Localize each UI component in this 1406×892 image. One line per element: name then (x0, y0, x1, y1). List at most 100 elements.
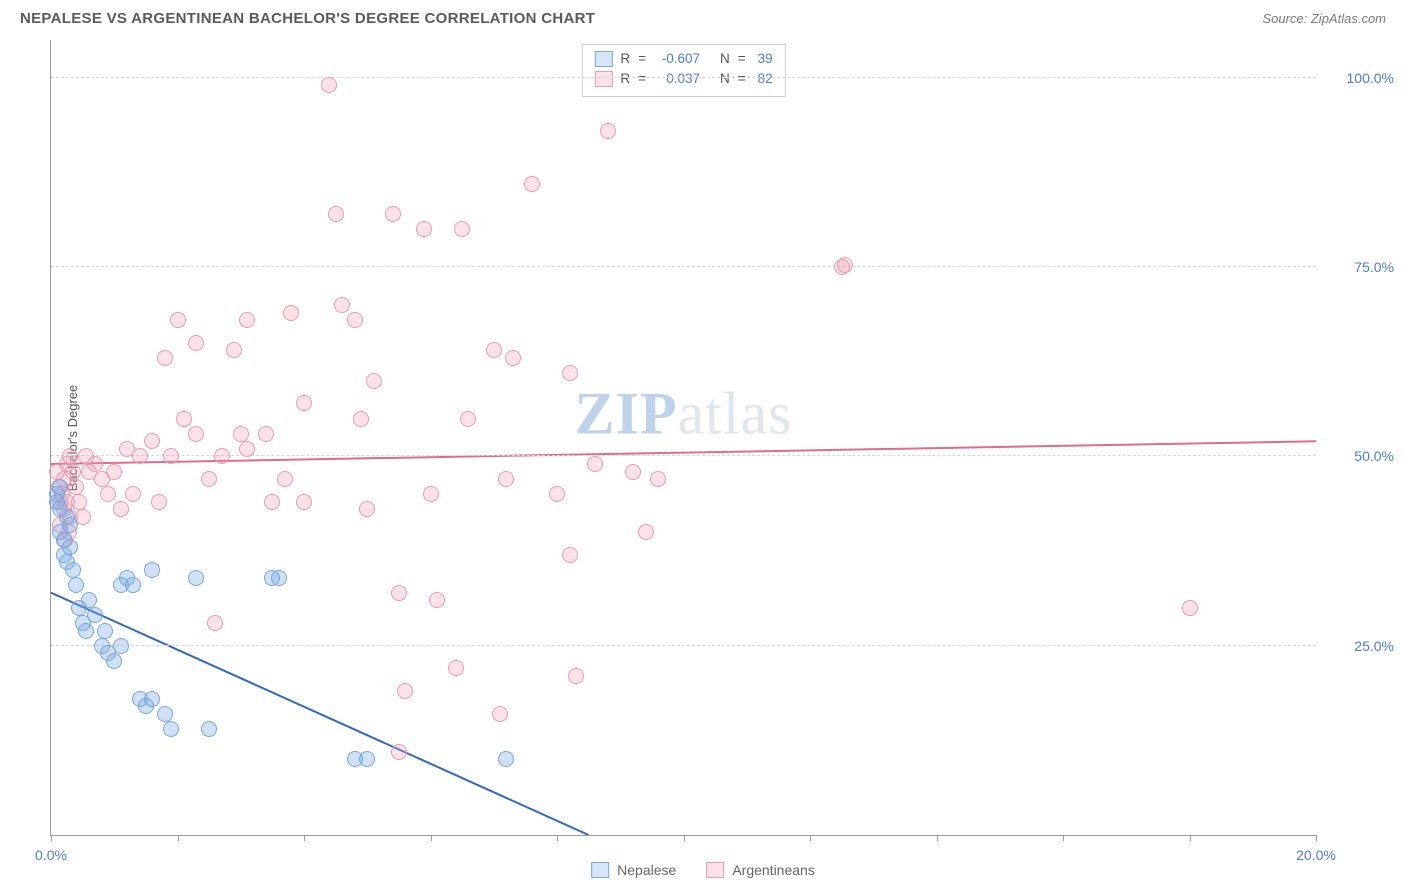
stats-row-a: R = -0.607 N = 39 (594, 49, 772, 69)
gridline (51, 645, 1316, 646)
scatter-point (568, 668, 584, 684)
scatter-point (264, 494, 280, 510)
stat-r-a: -0.607 (654, 49, 700, 69)
scatter-point (385, 206, 401, 222)
scatter-point (125, 486, 141, 502)
x-tick (684, 835, 685, 841)
swatch-a-icon (594, 51, 612, 67)
scatter-point (144, 562, 160, 578)
scatter-point (334, 297, 350, 313)
scatter-point (391, 585, 407, 601)
scatter-point (600, 123, 616, 139)
scatter-point (837, 257, 853, 273)
scatter-point (296, 395, 312, 411)
scatter-point (106, 464, 122, 480)
legend-swatch-a-icon (591, 862, 609, 878)
x-tick-label: 20.0% (1296, 847, 1336, 863)
scatter-point (454, 221, 470, 237)
scatter-point (328, 206, 344, 222)
x-tick (557, 835, 558, 841)
legend-item-b: Argentineans (706, 862, 815, 878)
scatter-point (448, 660, 464, 676)
scatter-point (271, 570, 287, 586)
x-tick (810, 835, 811, 841)
x-tick (178, 835, 179, 841)
scatter-point (214, 448, 230, 464)
legend-swatch-b-icon (706, 862, 724, 878)
scatter-point (416, 221, 432, 237)
scatter-point (62, 517, 78, 533)
stat-n-label: N (720, 49, 730, 69)
scatter-point (359, 501, 375, 517)
legend-label-a: Nepalese (617, 862, 676, 878)
stat-n-label2: N (720, 69, 730, 89)
bottom-legend: Nepalese Argentineans (591, 862, 815, 878)
scatter-point (549, 486, 565, 502)
stat-r-b: 0.037 (654, 69, 700, 89)
scatter-point (625, 464, 641, 480)
stat-eq2: = (738, 49, 746, 69)
scatter-point (157, 706, 173, 722)
scatter-point (391, 744, 407, 760)
y-tick-label: 25.0% (1324, 638, 1394, 654)
scatter-point (100, 486, 116, 502)
scatter-point (97, 623, 113, 639)
x-tick (1063, 835, 1064, 841)
chart-title: NEPALESE VS ARGENTINEAN BACHELOR'S DEGRE… (20, 10, 595, 27)
scatter-point (176, 411, 192, 427)
scatter-point (283, 305, 299, 321)
x-tick (431, 835, 432, 841)
scatter-point (188, 335, 204, 351)
x-tick (51, 835, 52, 841)
watermark-atlas: atlas (678, 380, 793, 446)
scatter-point (258, 426, 274, 442)
watermark: ZIPatlas (575, 379, 793, 448)
x-tick (1190, 835, 1191, 841)
scatter-point (144, 691, 160, 707)
scatter-point (650, 471, 666, 487)
scatter-point (239, 312, 255, 328)
scatter-point (68, 577, 84, 593)
y-tick-label: 100.0% (1324, 70, 1394, 86)
scatter-point (366, 373, 382, 389)
scatter-point (87, 607, 103, 623)
scatter-point (429, 592, 445, 608)
legend-item-a: Nepalese (591, 862, 676, 878)
scatter-point (321, 77, 337, 93)
scatter-point (113, 638, 129, 654)
legend-label-b: Argentineans (732, 862, 815, 878)
scatter-point (638, 524, 654, 540)
scatter-point (157, 350, 173, 366)
scatter-point (62, 448, 78, 464)
scatter-point (562, 547, 578, 563)
scatter-point (113, 501, 129, 517)
stat-n-b: 82 (758, 69, 773, 89)
stat-eq3: = (638, 69, 646, 89)
chart-plot-area: Bachelor's Degree ZIPatlas R = -0.607 N … (50, 40, 1316, 836)
scatter-point (201, 721, 217, 737)
scatter-point (486, 342, 502, 358)
chart-source: Source: ZipAtlas.com (1262, 11, 1386, 26)
scatter-point (1182, 600, 1198, 616)
scatter-point (188, 570, 204, 586)
swatch-b-icon (594, 71, 612, 87)
scatter-point (296, 494, 312, 510)
gridline (51, 77, 1316, 78)
scatter-point (460, 411, 476, 427)
gridline (51, 266, 1316, 267)
scatter-point (505, 350, 521, 366)
scatter-point (498, 471, 514, 487)
scatter-point (492, 706, 508, 722)
scatter-point (125, 577, 141, 593)
scatter-point (68, 479, 84, 495)
gridline (51, 455, 1316, 456)
scatter-point (239, 441, 255, 457)
scatter-point (277, 471, 293, 487)
stats-legend-box: R = -0.607 N = 39 R = 0.037 N = 82 (581, 44, 785, 97)
scatter-point (170, 312, 186, 328)
scatter-point (65, 464, 81, 480)
stat-eq4: = (738, 69, 746, 89)
scatter-point (132, 448, 148, 464)
scatter-point (81, 592, 97, 608)
scatter-point (423, 486, 439, 502)
